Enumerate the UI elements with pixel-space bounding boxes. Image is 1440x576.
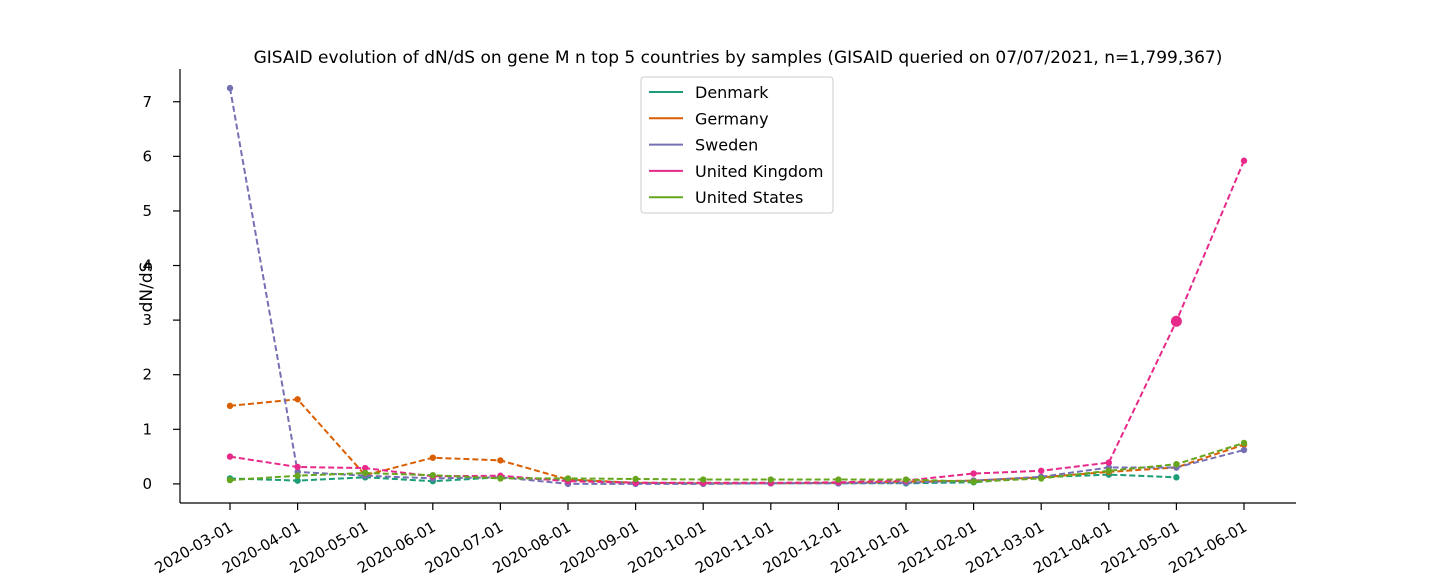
- data-point: [970, 478, 977, 485]
- data-point: [1240, 439, 1248, 447]
- y-tick-label: 4: [142, 257, 152, 275]
- data-point: [497, 475, 504, 482]
- data-point: [294, 477, 301, 484]
- data-point: [226, 453, 234, 460]
- y-tick-label: 2: [142, 366, 152, 384]
- y-tick-label: 3: [142, 311, 152, 329]
- data-point: [1105, 459, 1113, 466]
- data-point: [902, 476, 910, 483]
- y-tick-label: 6: [142, 147, 152, 165]
- data-point: [362, 469, 369, 477]
- data-point: [1105, 467, 1113, 474]
- series-line-united-kingdom: [229, 160, 1245, 484]
- data-point: [1240, 157, 1248, 164]
- data-point: [497, 457, 504, 464]
- data-point: [835, 476, 842, 483]
- data-point: [1038, 475, 1045, 482]
- data-point: [294, 472, 301, 479]
- data-point: [1170, 315, 1182, 327]
- data-point: [970, 470, 977, 477]
- series-line-united-states: [229, 441, 1245, 483]
- data-point: [1173, 474, 1180, 481]
- legend-label: Denmark: [695, 83, 769, 102]
- axes: [179, 69, 1296, 504]
- data-point: [294, 463, 301, 471]
- data-point: [429, 454, 436, 461]
- chart-title: GISAID evolution of dN/dS on gene M n to…: [254, 48, 1223, 68]
- data-point: [226, 476, 234, 484]
- x-ticks: 2020-03-012020-04-012020-05-012020-06-01…: [151, 503, 1250, 576]
- data-point: [226, 402, 234, 410]
- data-point: [564, 475, 572, 482]
- data-point: [226, 84, 234, 92]
- legend-label: United Kingdom: [695, 162, 823, 181]
- series-line-germany: [229, 398, 1245, 485]
- y-tick-label: 5: [142, 202, 152, 220]
- legend-label: Germany: [695, 109, 769, 128]
- y-ticks: 0 1 2 3 4 5 6 7: [142, 93, 180, 493]
- y-tick-label: 7: [142, 93, 152, 111]
- data-point: [1173, 461, 1180, 468]
- y-tick-label: 0: [142, 475, 152, 493]
- data-point: [429, 471, 436, 479]
- legend-box: [640, 76, 834, 214]
- legend-label: Sweden: [695, 136, 758, 155]
- data-point: [1240, 446, 1248, 454]
- y-tick-label: 1: [142, 420, 152, 438]
- plot-area: [226, 84, 1248, 488]
- legend-label: United States: [695, 188, 803, 207]
- data-point: [362, 464, 369, 472]
- legend: Denmark Germany Sweden United Kingdom United…: [640, 76, 834, 214]
- data-point: [632, 475, 639, 483]
- data-point: [294, 396, 301, 403]
- data-point: [1038, 467, 1045, 474]
- data-point: [700, 476, 707, 483]
- data-point: [767, 476, 774, 483]
- series-united-states: [226, 439, 1248, 485]
- y-axis-label: dN/dS: [137, 262, 157, 313]
